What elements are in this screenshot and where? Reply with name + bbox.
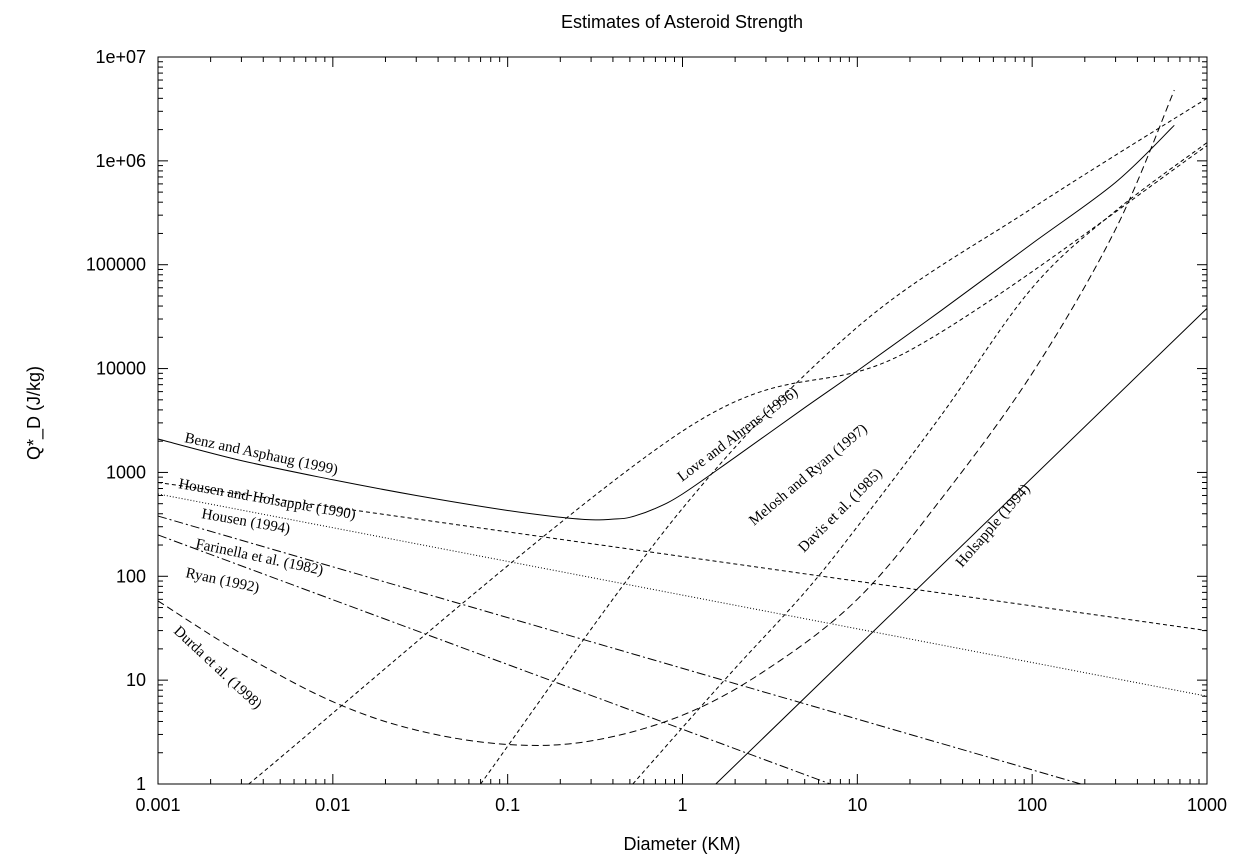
series-line-melosh-and-ryan-1997 — [480, 97, 1208, 785]
series-line-benz-and-asphaug-1999 — [157, 124, 1175, 521]
x-tick-label: 10 — [847, 795, 867, 815]
series-line-ryan-1992 — [157, 534, 831, 785]
series-group — [157, 89, 1208, 785]
series-line-davis-et-al-1985 — [632, 142, 1208, 785]
y-tick-label: 10 — [126, 670, 146, 690]
y-tick-label: 1000 — [106, 462, 146, 482]
y-tick-label: 100 — [116, 566, 146, 586]
series-annotation: Love and Ahrens (1996) — [675, 384, 801, 485]
y-axis-label: Q*_D (J/kg) — [24, 366, 45, 460]
x-axis-label: Diameter (KM) — [623, 834, 740, 854]
chart-title: Estimates of Asteroid Strength — [561, 12, 803, 32]
annotation-group: Benz and Asphaug (1999)Housen and Holsap… — [170, 384, 1033, 712]
x-tick-label: 0.001 — [135, 795, 180, 815]
series-annotation: Ryan (1992) — [184, 565, 261, 596]
y-tick-label: 10000 — [96, 359, 146, 379]
axis-ticks: 0.001 0.01 0.1 1 10 100 1000 1 10 100 1000 10000 100… — [86, 47, 1227, 815]
y-tick-label: 100000 — [86, 255, 146, 275]
x-tick-label: 1000 — [1187, 795, 1227, 815]
y-tick-label: 1e+06 — [95, 151, 146, 171]
series-annotation: Benz and Asphaug (1999) — [183, 430, 339, 478]
series-line-housen-and-holsapple-1990 — [157, 481, 1208, 632]
series-line-farinella-et-al-1982 — [157, 515, 1082, 785]
series-annotation: Durda et al. (1998) — [170, 623, 264, 713]
series-line-housen-1994 — [157, 493, 1208, 697]
y-tick-label: 1 — [136, 774, 146, 794]
plot-frame — [157, 56, 1208, 785]
series-annotation: Holsapple (1994) — [953, 481, 1034, 570]
x-tick-label: 100 — [1017, 795, 1047, 815]
x-tick-label: 1 — [677, 795, 687, 815]
series-annotation: Melosh and Ryan (1997) — [746, 421, 870, 529]
series-line-durda-et-al-1998 — [157, 89, 1175, 746]
series-line-love-and-ahrens-1996 — [248, 145, 1208, 785]
x-tick-label: 0.1 — [495, 795, 520, 815]
x-tick-label: 0.01 — [315, 795, 350, 815]
y-tick-label: 1e+07 — [95, 47, 146, 67]
series-line-holsapple-1994 — [715, 307, 1208, 785]
